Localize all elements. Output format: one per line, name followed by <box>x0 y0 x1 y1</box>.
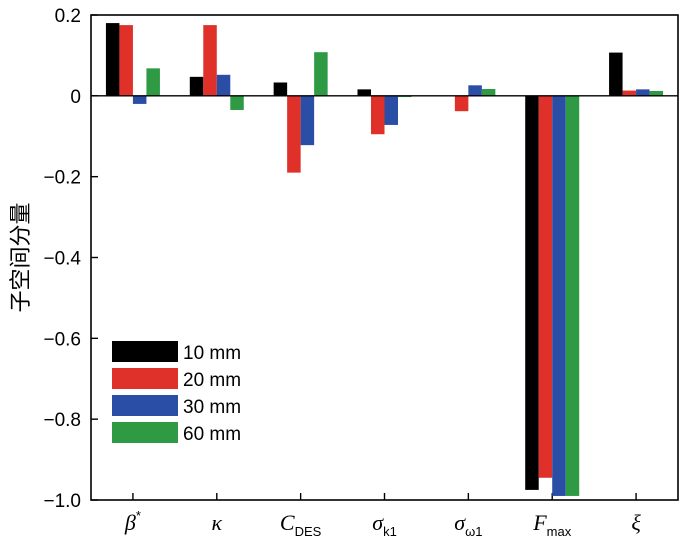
bar-60mm-6 <box>649 90 664 96</box>
y-tick-label: −0.4 <box>43 249 81 270</box>
bar-10mm-2 <box>273 82 288 96</box>
legend-label: 20 mm <box>183 370 241 391</box>
bar-20mm-0 <box>119 25 133 96</box>
bar-60mm-0 <box>146 68 160 96</box>
plot-frame <box>90 14 679 501</box>
x-category-label: CDES <box>280 510 322 539</box>
bar-20mm-5 <box>538 95 553 478</box>
bar-10mm-3 <box>357 89 371 96</box>
bar-30mm-5 <box>552 95 566 496</box>
bar-60mm-1 <box>230 95 244 110</box>
legend-swatch <box>112 422 178 443</box>
bars <box>105 23 664 496</box>
legend-label: 60 mm <box>183 424 241 445</box>
y-tick-label: −0.8 <box>43 410 81 431</box>
x-category-label: ξ <box>631 510 641 535</box>
x-category-label: β* <box>124 508 141 535</box>
bar-20mm-6 <box>622 90 637 96</box>
bar-20mm-2 <box>287 95 301 173</box>
y-axis-label: 子空间分量 <box>9 202 34 312</box>
bar-60mm-2 <box>314 52 328 96</box>
bar-20mm-3 <box>371 95 385 135</box>
x-category-label: σk1 <box>372 510 397 539</box>
bar-30mm-4 <box>468 85 482 96</box>
bar-10mm-6 <box>609 52 623 96</box>
x-category-label: Fmax <box>532 510 572 539</box>
legend-swatch <box>112 395 178 416</box>
x-category-label: σω1 <box>454 510 482 539</box>
bar-10mm-5 <box>525 95 539 490</box>
y-tick-label: 0.2 <box>55 6 81 27</box>
bar-30mm-1 <box>216 74 231 96</box>
legend-label: 30 mm <box>183 397 241 418</box>
legend: 10 mm 20 mm 30 mm 60 mm <box>112 341 241 445</box>
y-tick-label: 0 <box>70 87 81 108</box>
bar-30mm-2 <box>300 95 315 146</box>
legend-label: 10 mm <box>183 343 241 364</box>
bar-30mm-6 <box>636 89 650 96</box>
bar-20mm-1 <box>203 25 217 96</box>
y-axis-tick-labels: 0.2 0 −0.2 −0.4 −0.6 −0.8 −1.0 <box>43 6 81 512</box>
bar-10mm-0 <box>105 23 120 96</box>
bar-60mm-4 <box>481 88 496 96</box>
x-category-label: κ <box>212 510 223 535</box>
bar-30mm-0 <box>132 95 147 104</box>
y-tick-label: −0.2 <box>43 168 81 189</box>
legend-swatch <box>112 368 178 389</box>
bar-60mm-5 <box>565 95 580 496</box>
y-axis-ticks <box>91 14 98 501</box>
y-tick-label: −1.0 <box>43 491 81 512</box>
bar-30mm-3 <box>384 95 398 125</box>
legend-swatch <box>112 341 178 362</box>
bar-10mm-1 <box>189 76 204 96</box>
x-axis-category-labels: β* κ CDES σk1 σω1 Fmax ξ <box>124 508 641 539</box>
y-tick-label: −0.6 <box>43 329 81 350</box>
bar-20mm-4 <box>454 95 469 112</box>
